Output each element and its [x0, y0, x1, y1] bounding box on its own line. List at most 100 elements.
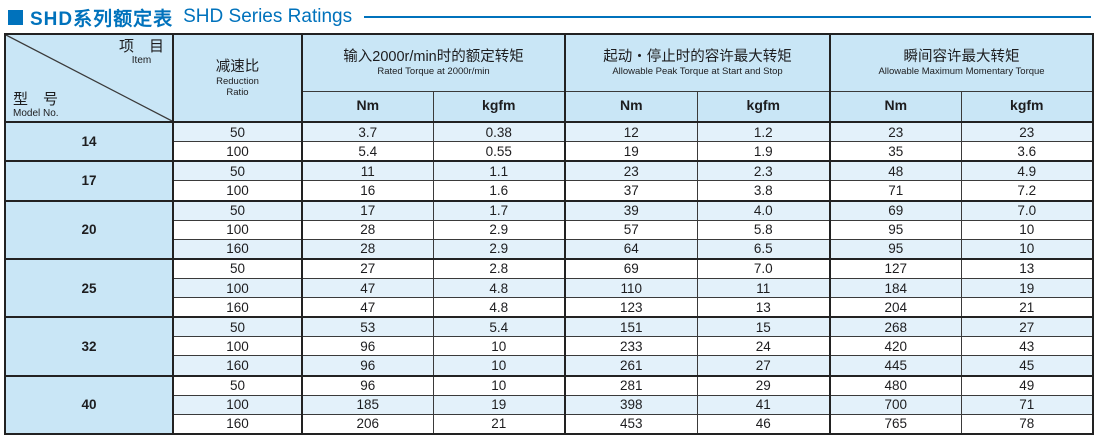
table-row: 100 185 19 398 41 700 71 [5, 394, 1094, 415]
value-cell: 184 [829, 278, 962, 299]
value-cell: 11 [696, 278, 831, 299]
value-cell: 41 [696, 394, 831, 415]
value-cell: 10 [432, 336, 566, 357]
page-title: SHD系列额定表 SHD Series Ratings [8, 4, 1091, 30]
value-cell: 127 [829, 257, 962, 280]
ratio-cell: 100 [172, 336, 303, 357]
ratio-cell: 50 [172, 257, 303, 280]
value-cell: 0.38 [432, 121, 566, 143]
value-cell: 185 [301, 394, 434, 415]
value-cell: 10 [960, 219, 1094, 240]
value-cell: 19 [960, 278, 1094, 299]
value-cell: 71 [960, 394, 1094, 415]
value-cell: 95 [829, 238, 962, 260]
value-cell: 1.9 [696, 141, 831, 162]
value-cell: 1.2 [696, 121, 831, 143]
value-cell: 11 [301, 160, 434, 182]
page-title-en: SHD Series Ratings [183, 6, 353, 27]
value-cell: 96 [301, 355, 434, 377]
value-cell: 28 [301, 219, 434, 240]
value-cell: 37 [564, 180, 698, 202]
value-cell: 27 [960, 316, 1094, 338]
value-cell: 35 [829, 141, 962, 162]
value-cell: 453 [564, 413, 698, 435]
model-cell: 32 [4, 316, 174, 377]
value-cell: 15 [696, 316, 831, 338]
value-cell: 28 [301, 238, 434, 260]
value-cell: 2.9 [432, 219, 566, 240]
value-cell: 204 [829, 297, 962, 318]
value-cell: 765 [829, 413, 962, 435]
value-cell: 3.6 [960, 141, 1094, 162]
value-cell: 6.5 [696, 238, 831, 260]
table-row: 160 28 2.9 64 6.5 95 10 [5, 238, 1094, 260]
value-cell: 5.8 [696, 219, 831, 240]
ratio-cell: 160 [172, 238, 303, 260]
value-cell: 281 [564, 374, 698, 396]
value-cell: 7.0 [696, 257, 831, 280]
value-cell: 261 [564, 355, 698, 377]
value-cell: 4.8 [432, 297, 566, 318]
section-header-peak-torque: 起动・停止时的容许最大转矩 Allowable Peak Torque at S… [564, 33, 831, 92]
table-row: 100 47 4.8 110 11 184 19 [5, 278, 1094, 299]
value-cell: 2.3 [696, 160, 831, 182]
value-cell: 1.1 [432, 160, 566, 182]
value-cell: 19 [432, 394, 566, 415]
section-header-momentary-torque: 瞬间容许最大转矩 Allowable Maximum Momentary Tor… [829, 33, 1094, 92]
model-cell: 20 [4, 199, 174, 260]
value-cell: 206 [301, 413, 434, 435]
ratio-cell: 100 [172, 141, 303, 162]
value-cell: 48 [829, 160, 962, 182]
ratings-table-wrapper: 项 目 Item 型 号 Model No. 减速比 Reduction Rat… [4, 33, 1095, 435]
title-bullet-icon [8, 9, 23, 25]
value-cell: 27 [696, 355, 831, 377]
value-cell: 19 [564, 141, 698, 162]
value-cell: 47 [301, 297, 434, 318]
table-body: 14 50 3.7 0.38 12 1.2 23 23 100 5.4 0.55 19 1.9 35 3.6… [4, 120, 1094, 435]
corner-model-label: 型 号 Model No. [13, 91, 59, 120]
value-cell: 4.0 [696, 199, 831, 221]
model-cell: 25 [4, 257, 174, 318]
section-header-rated-torque: 输入2000r/min时的额定转矩 Rated Torque at 2000r/… [300, 33, 566, 92]
value-cell: 1.6 [432, 180, 566, 202]
corner-cell: 项 目 Item 型 号 Model No. [4, 33, 174, 123]
value-cell: 1.7 [432, 199, 566, 221]
value-cell: 49 [960, 374, 1094, 396]
table-row: 25 50 27 2.8 69 7.0 127 13 [4, 257, 1094, 318]
value-cell: 398 [564, 394, 698, 415]
ratio-cell: 50 [172, 316, 303, 338]
value-cell: 57 [564, 219, 698, 240]
value-cell: 39 [564, 199, 698, 221]
value-cell: 78 [960, 413, 1094, 435]
unit-header-kgfm: kgfm [432, 90, 566, 123]
table-row: 160 206 21 453 46 765 78 [5, 413, 1094, 435]
value-cell: 23 [564, 160, 698, 182]
value-cell: 7.2 [960, 180, 1094, 202]
value-cell: 151 [564, 316, 698, 338]
value-cell: 24 [696, 336, 831, 357]
ratio-cell: 50 [172, 374, 303, 396]
table-row: 160 47 4.8 123 13 204 21 [5, 297, 1094, 318]
value-cell: 0.55 [432, 141, 566, 162]
ratio-cell: 160 [172, 355, 303, 377]
value-cell: 5.4 [301, 141, 434, 162]
ratings-table: 项 目 Item 型 号 Model No. 减速比 Reduction Rat… [4, 33, 1095, 435]
value-cell: 3.7 [301, 121, 434, 143]
corner-item-label: 项 目 Item [118, 38, 164, 66]
value-cell: 27 [301, 257, 434, 280]
table-row: 100 5.4 0.55 19 1.9 35 3.6 [5, 141, 1094, 162]
value-cell: 96 [301, 374, 434, 396]
ratio-cell: 100 [172, 180, 303, 202]
value-cell: 13 [696, 297, 831, 318]
value-cell: 4.9 [960, 160, 1094, 182]
ratio-cell: 50 [172, 160, 303, 182]
ratio-cell: 160 [172, 297, 303, 318]
ratio-cell: 100 [172, 278, 303, 299]
table-row: 17 50 11 1.1 23 2.3 48 4.9 [4, 160, 1094, 202]
unit-header-nm: Nm [301, 90, 434, 123]
value-cell: 95 [829, 219, 962, 240]
value-cell: 47 [301, 278, 434, 299]
value-cell: 96 [301, 336, 434, 357]
value-cell: 10 [432, 374, 566, 396]
